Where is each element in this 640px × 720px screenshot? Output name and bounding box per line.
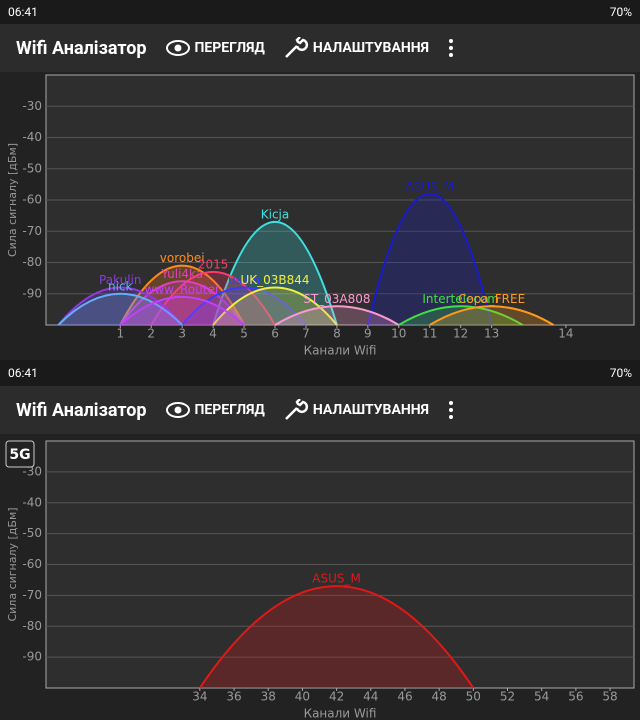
y-axis-label: Сила сигналу [дБм] xyxy=(6,143,19,257)
y-tick-label: -30 xyxy=(22,464,42,478)
y-tick-label: -90 xyxy=(22,650,42,664)
settings-button[interactable]: НАЛАШТУВАННЯ xyxy=(283,37,429,59)
network-label: usion xyxy=(228,273,260,287)
x-tick-label: 58 xyxy=(602,690,617,704)
signal-arc xyxy=(274,305,400,326)
time: 06:41 xyxy=(8,5,38,19)
chart: -30-40-50-60-70-80-901 2 3 4 5 6 7 8 9 10 11 12 13 14… xyxy=(6,74,635,358)
x-tick-label: 12 xyxy=(453,327,468,341)
chart: -30 -40 -50 -60 -70 -80 -90 34 36 38 40 42 44 46 48 50 5… xyxy=(5,440,635,720)
y-tick-label: -80 xyxy=(22,619,42,633)
signal-arc xyxy=(57,286,183,326)
x-tick-label: 9 xyxy=(364,327,372,341)
screen: 06:41 70% Wifi Аналізатор ПЕРЕГЛЯД НАЛАШТ… xyxy=(0,360,640,720)
network-label: Kicja xyxy=(261,207,290,221)
network-label: UK_03B844 xyxy=(240,273,309,287)
x-tick-label: 6 xyxy=(271,327,279,341)
network-label: ASUS_M xyxy=(312,572,361,586)
x-tick-label: 44 xyxy=(363,690,378,704)
y-tick-label: -90 xyxy=(22,286,42,300)
signal-arc xyxy=(212,221,338,326)
network-label: Pakulin xyxy=(99,273,142,287)
x-tick-label: 10 xyxy=(391,327,406,341)
app-title: Wifi Аналізатор xyxy=(16,399,147,421)
network-label: Yuli4ka xyxy=(160,267,203,281)
x-tick-label: 14 xyxy=(558,327,573,341)
x-tick-label: 40 xyxy=(295,690,310,704)
x-tick-label: 5 xyxy=(240,327,248,341)
x-tick-label: 56 xyxy=(568,690,583,704)
status-bar: 06:41 70% xyxy=(0,0,640,24)
x-tick-label: 36 xyxy=(226,690,241,704)
time: 06:41 xyxy=(8,366,38,380)
x-tick-label: 7 xyxy=(302,327,310,341)
x-tick-label: 50 xyxy=(466,690,481,704)
signal-arc xyxy=(150,271,276,326)
y-tick-label: -50 xyxy=(22,526,42,540)
y-tick-label: -80 xyxy=(22,255,42,269)
x-tick-label: 42 xyxy=(329,690,344,704)
band-label: 5G xyxy=(9,447,30,463)
menu-button[interactable] xyxy=(441,399,461,421)
y-tick-label: -40 xyxy=(22,130,42,144)
network-label: 2015 xyxy=(198,257,229,271)
y-tick-label: -40 xyxy=(22,495,42,509)
view-button[interactable]: ПЕРЕГЛЯД xyxy=(165,39,265,57)
network-label: www_Router xyxy=(145,282,220,296)
settings-label: НАЛАШТУВАННЯ xyxy=(312,40,429,56)
signal-arc xyxy=(181,286,307,326)
x-tick-label: 8 xyxy=(333,327,341,341)
battery: 70% xyxy=(609,366,632,380)
band-box xyxy=(5,440,35,468)
x-tick-label: 34 xyxy=(192,690,207,704)
screen: 06:41 70% Wifi Аналізатор ПЕРЕГЛЯД НАЛАШТ… xyxy=(0,0,640,358)
y-tick-label: -60 xyxy=(22,557,42,571)
signal-arc xyxy=(398,305,524,326)
view-button[interactable]: ПЕРЕГЛЯД xyxy=(165,401,265,419)
x-tick-label: 4 xyxy=(209,327,217,341)
y-tick-label: -60 xyxy=(22,193,42,207)
x-tick-label: 3 xyxy=(178,327,186,341)
y-tick-label: -70 xyxy=(22,588,42,602)
y-axis-label: Сила сигналу [дБм] xyxy=(6,507,19,621)
view-label: ПЕРЕГЛЯД xyxy=(194,402,265,418)
app-title: Wifi Аналізатор xyxy=(16,37,147,59)
network-label: ASUS_M xyxy=(405,179,454,193)
x-axis-label: Канали Wifi xyxy=(304,707,377,720)
view-label: ПЕРЕГЛЯД xyxy=(194,40,265,56)
menu-button[interactable] xyxy=(441,37,461,59)
settings-label: НАЛАШТУВАННЯ xyxy=(312,402,429,418)
y-tick-label: -70 xyxy=(22,224,42,238)
signal-arc xyxy=(199,585,475,689)
y-tick-label: -30 xyxy=(22,99,42,113)
x-tick-label: 54 xyxy=(534,690,549,704)
network-label: nick xyxy=(108,279,133,293)
network-label: vorobei xyxy=(160,251,205,265)
signal-arc xyxy=(119,296,245,326)
signal-arc xyxy=(119,264,245,326)
battery: 70% xyxy=(609,5,632,19)
x-tick-label: 13 xyxy=(484,327,499,341)
network-label: ST_03A808 xyxy=(303,292,370,306)
signal-arc xyxy=(57,292,183,326)
signal-arc xyxy=(429,305,555,326)
y-tick-label: -50 xyxy=(22,161,42,175)
app-bar: Wifi Аналізатор ПЕРЕГЛЯД НАЛАШТУВАННЯ xyxy=(0,386,640,434)
x-tick-label: 38 xyxy=(261,690,276,704)
x-tick-label: 46 xyxy=(397,690,412,704)
x-tick-label: 11 xyxy=(422,327,437,341)
network-label: Copa_FREE xyxy=(458,292,525,306)
signal-arc xyxy=(366,193,493,326)
x-axis-label: Канали Wifi xyxy=(304,344,377,358)
x-tick-label: 48 xyxy=(431,690,446,704)
settings-button[interactable]: НАЛАШТУВАННЯ xyxy=(283,399,429,421)
status-bar: 06:41 70% xyxy=(0,360,640,386)
x-tick-label: 1 xyxy=(116,327,124,341)
x-tick-label: 52 xyxy=(500,690,515,704)
signal-arc xyxy=(212,286,338,326)
x-tick-label: 2 xyxy=(147,327,155,341)
network-label: Intertelecom xyxy=(422,292,499,306)
app-bar: Wifi Аналізатор ПЕРЕГЛЯД НАЛАШТУВАННЯ xyxy=(0,24,640,72)
